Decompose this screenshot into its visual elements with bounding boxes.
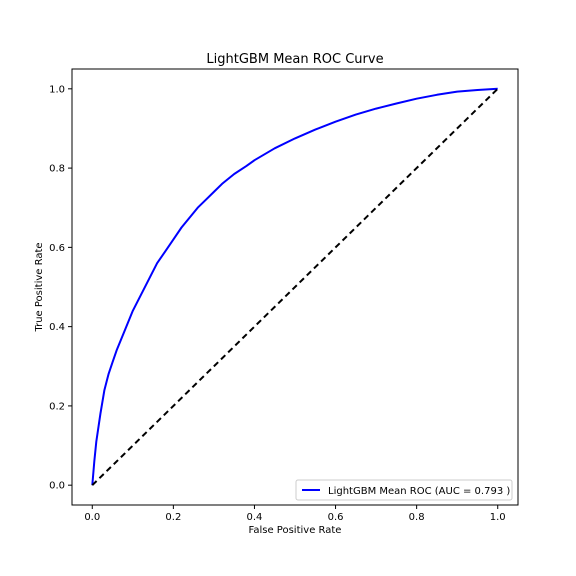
x-tick-label: 0.2 [165, 512, 181, 523]
y-tick-label: 0.6 [49, 243, 65, 254]
x-tick-label: 1.0 [490, 512, 506, 523]
y-tick-label: 0.0 [49, 481, 65, 492]
y-tick-label: 1.0 [49, 84, 65, 95]
chart-title: LightGBM Mean ROC Curve [206, 52, 383, 67]
legend-label: LightGBM Mean ROC (AUC = 0.793 ) [328, 486, 510, 497]
x-tick-label: 0.4 [247, 512, 263, 523]
legend: LightGBM Mean ROC (AUC = 0.793 ) [296, 480, 512, 500]
x-axis-label: False Positive Rate [249, 525, 342, 536]
y-tick-label: 0.8 [49, 164, 65, 175]
y-axis-label: True Positive Rate [34, 242, 45, 332]
y-axis: 0.0 0.2 0.4 0.6 0.8 1.0 [49, 84, 72, 491]
x-axis: 0.0 0.2 0.4 0.6 0.8 1.0 [84, 505, 505, 523]
x-tick-label: 0.8 [409, 512, 425, 523]
chance-diagonal-line [92, 89, 497, 485]
y-tick-label: 0.2 [49, 401, 65, 412]
x-tick-label: 0.6 [328, 512, 344, 523]
y-tick-label: 0.4 [49, 322, 65, 333]
plot-area [92, 89, 497, 485]
x-tick-label: 0.0 [84, 512, 100, 523]
